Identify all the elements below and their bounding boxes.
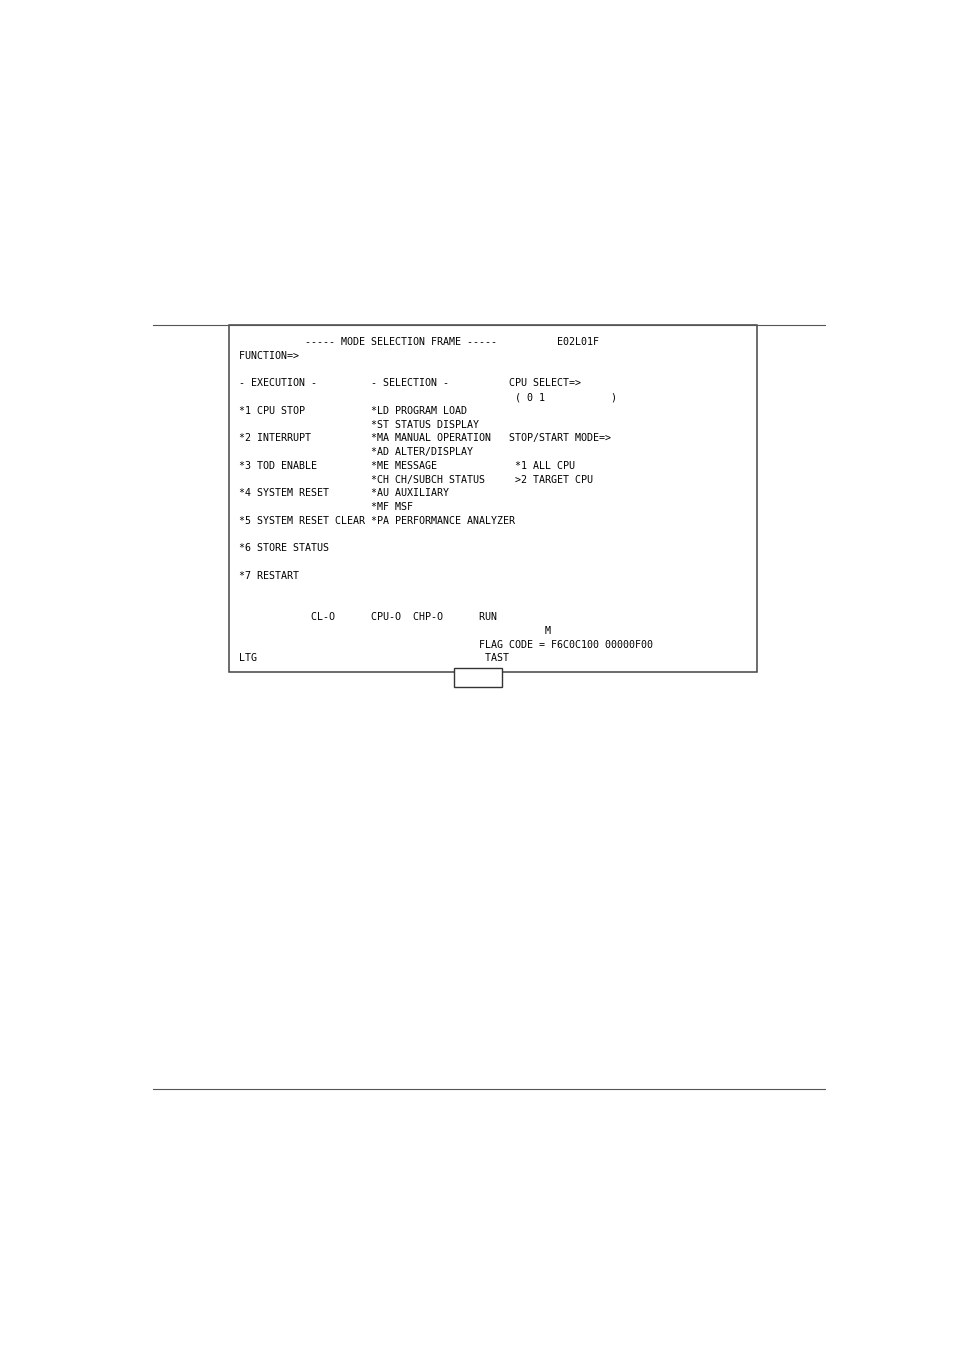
Text: FUNCTION=>: FUNCTION=>: [233, 350, 299, 361]
Text: *5 SYSTEM RESET CLEAR *PA PERFORMANCE ANALYZER: *5 SYSTEM RESET CLEAR *PA PERFORMANCE AN…: [233, 516, 515, 526]
Text: *CH CH/SUBCH STATUS     >2 TARGET CPU: *CH CH/SUBCH STATUS >2 TARGET CPU: [233, 474, 593, 485]
Text: *AD ALTER/DISPLAY: *AD ALTER/DISPLAY: [233, 448, 473, 457]
Bar: [229, 325, 757, 673]
Text: M: M: [233, 625, 551, 636]
Text: *4 SYSTEM RESET       *AU AUXILIARY: *4 SYSTEM RESET *AU AUXILIARY: [233, 488, 449, 499]
Text: *6 STORE STATUS: *6 STORE STATUS: [233, 543, 329, 554]
Text: *MF MSF: *MF MSF: [233, 503, 413, 512]
Text: *1 CPU STOP           *LD PROGRAM LOAD: *1 CPU STOP *LD PROGRAM LOAD: [233, 406, 467, 417]
Text: - EXECUTION -         - SELECTION -          CPU SELECT=>: - EXECUTION - - SELECTION - CPU SELECT=>: [233, 379, 580, 388]
Text: ----- MODE SELECTION FRAME -----          E02L01F: ----- MODE SELECTION FRAME ----- E02L01F: [233, 337, 598, 348]
Text: LTG                                      TAST: LTG TAST: [233, 654, 509, 663]
Text: *ST STATUS DISPLAY: *ST STATUS DISPLAY: [233, 419, 478, 430]
Text: *7 RESTART: *7 RESTART: [233, 572, 299, 581]
Text: FLAG CODE = F6C0C100 00000F00: FLAG CODE = F6C0C100 00000F00: [233, 640, 653, 650]
Text: CL-O      CPU-O  CHP-O      RUN: CL-O CPU-O CHP-O RUN: [233, 612, 497, 623]
Text: *2 INTERRUPT          *MA MANUAL OPERATION   STOP/START MODE=>: *2 INTERRUPT *MA MANUAL OPERATION STOP/S…: [233, 434, 611, 443]
Text: *3 TOD ENABLE         *ME MESSAGE             *1 ALL CPU: *3 TOD ENABLE *ME MESSAGE *1 ALL CPU: [233, 461, 575, 470]
Bar: [454, 669, 501, 687]
Text: ( 0 1           ): ( 0 1 ): [233, 392, 617, 402]
